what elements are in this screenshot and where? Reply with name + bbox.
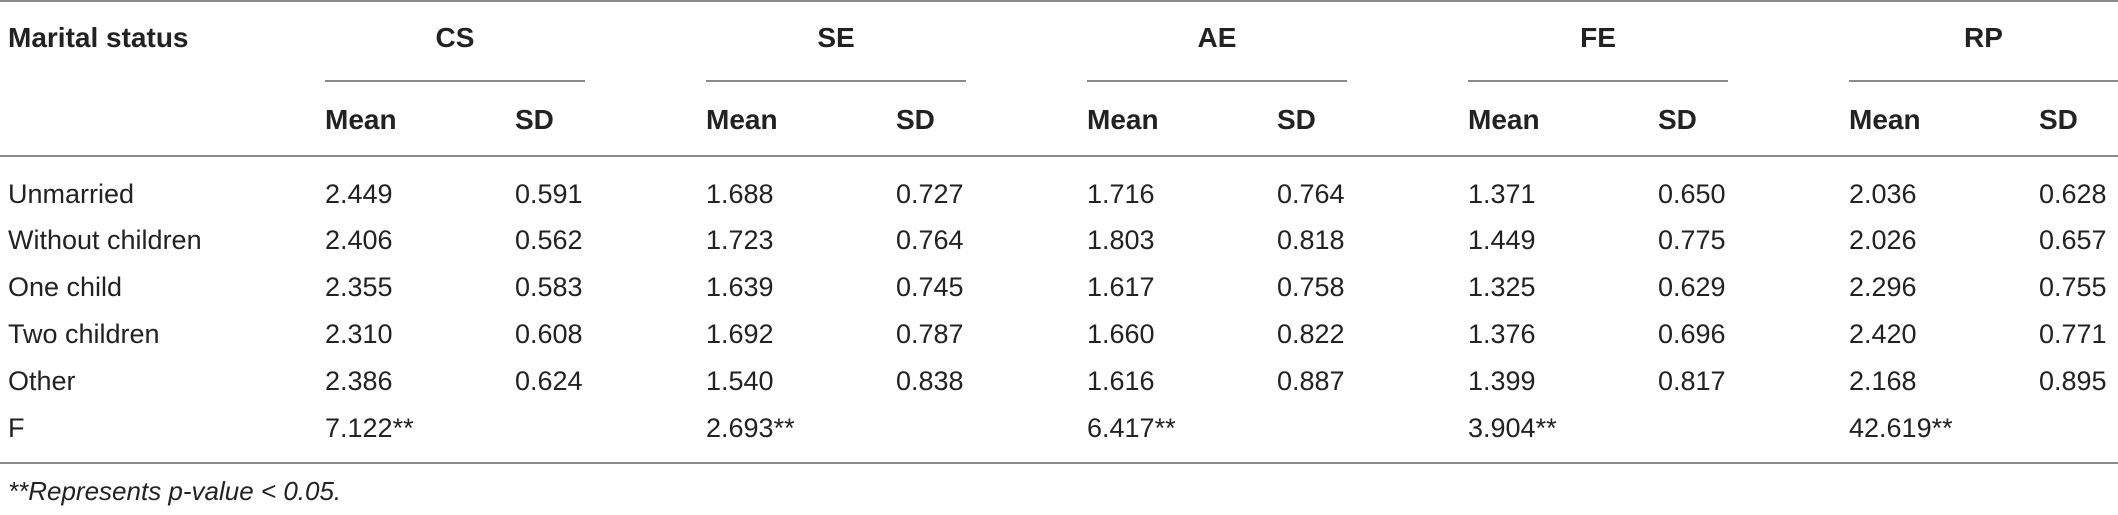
bottom-rule — [0, 462, 2118, 464]
sub-header-rp-sd: SD — [2039, 104, 2078, 135]
stub-header: Marital status — [8, 22, 189, 53]
table-cell: 42.619** — [1849, 413, 1953, 443]
sub-header-cs-mean: Mean — [325, 104, 397, 135]
table-cell: 0.755 — [2039, 272, 2107, 302]
table-cell: 0.895 — [2039, 366, 2107, 396]
table-cell: 1.688 — [706, 179, 774, 209]
table-cell: 0.887 — [1277, 366, 1345, 396]
row-label: Other — [8, 366, 76, 396]
table-cell: 0.758 — [1277, 272, 1345, 302]
table-cell: 0.608 — [515, 319, 583, 349]
table-cell: 0.696 — [1658, 319, 1726, 349]
table-cell: 1.325 — [1468, 272, 1536, 302]
table-cell: 1.803 — [1087, 225, 1155, 255]
table-cell: 0.629 — [1658, 272, 1726, 302]
table-cell: 2.036 — [1849, 179, 1917, 209]
group-underline-rp — [1849, 80, 2118, 82]
table-cell: 0.650 — [1658, 179, 1726, 209]
group-header-ae: AE — [1197, 22, 1237, 53]
table-cell: 1.616 — [1087, 366, 1155, 396]
group-header-fe: FE — [1580, 22, 1616, 53]
sub-header-rp-mean: Mean — [1849, 104, 1921, 135]
table-cell: 7.122** — [325, 413, 414, 443]
table-cell: 0.628 — [2039, 179, 2107, 209]
group-header-rp: RP — [1964, 22, 2003, 53]
row-label: Unmarried — [8, 179, 135, 209]
group-header-se: SE — [817, 22, 855, 53]
sub-header-cs-sd: SD — [515, 104, 554, 135]
header-rule — [0, 155, 2118, 157]
table-cell: 2.693** — [706, 413, 795, 443]
table-cell: 1.371 — [1468, 179, 1536, 209]
row-label: One child — [8, 272, 123, 302]
sub-header-fe-mean: Mean — [1468, 104, 1540, 135]
table-cell: 0.745 — [896, 272, 964, 302]
table-cell: 0.818 — [1277, 225, 1345, 255]
table-cell: 2.355 — [325, 272, 393, 302]
table-cell: 2.406 — [325, 225, 393, 255]
table-cell: 1.449 — [1468, 225, 1536, 255]
table-cell: 1.540 — [706, 366, 774, 396]
table-cell: 0.583 — [515, 272, 583, 302]
table-cell: 2.296 — [1849, 272, 1917, 302]
table-cell: 2.386 — [325, 366, 393, 396]
table-cell: 0.771 — [2039, 319, 2107, 349]
top-rule — [0, 0, 2118, 2]
table-cell: 0.787 — [896, 319, 964, 349]
group-underline-ae — [1087, 80, 1347, 82]
table-cell: 3.904** — [1468, 413, 1557, 443]
table-cell: 0.624 — [515, 366, 583, 396]
sub-header-fe-sd: SD — [1658, 104, 1697, 135]
table-cell: 2.449 — [325, 179, 393, 209]
group-underline-cs — [325, 80, 585, 82]
table-cell: 0.822 — [1277, 319, 1345, 349]
table-cell: 0.764 — [896, 225, 964, 255]
table-cell: 0.817 — [1658, 366, 1726, 396]
table-cell: 2.026 — [1849, 225, 1917, 255]
sub-header-ae-mean: Mean — [1087, 104, 1159, 135]
sub-header-ae-sd: SD — [1277, 104, 1316, 135]
table-cell: 0.775 — [1658, 225, 1726, 255]
sub-header-se-sd: SD — [896, 104, 935, 135]
sub-header-se-mean: Mean — [706, 104, 778, 135]
row-label: Two children — [8, 319, 160, 349]
table-cell: 0.591 — [515, 179, 583, 209]
group-underline-fe — [1468, 80, 1728, 82]
table-cell: 1.617 — [1087, 272, 1155, 302]
table-cell: 0.727 — [896, 179, 964, 209]
table-cell: 2.420 — [1849, 319, 1917, 349]
group-underline-se — [706, 80, 966, 82]
table-cell: 2.168 — [1849, 366, 1917, 396]
group-header-cs: CS — [435, 22, 475, 53]
table-cell: 1.723 — [706, 225, 774, 255]
table-cell: 0.764 — [1277, 179, 1345, 209]
table-cell: 1.660 — [1087, 319, 1155, 349]
table-cell: 6.417** — [1087, 413, 1176, 443]
table-cell: 0.562 — [515, 225, 583, 255]
table-cell: 0.838 — [896, 366, 964, 396]
table-cell: 0.657 — [2039, 225, 2107, 255]
table-cell: 1.376 — [1468, 319, 1536, 349]
table-cell: 1.399 — [1468, 366, 1536, 396]
table-cell: 2.310 — [325, 319, 393, 349]
table-cell: 1.716 — [1087, 179, 1155, 209]
table-cell: 1.639 — [706, 272, 774, 302]
footnote: **Represents p-value < 0.05. — [8, 476, 342, 506]
row-label: Without children — [8, 225, 202, 255]
table-cell: 1.692 — [706, 319, 774, 349]
row-label: F — [8, 413, 25, 443]
